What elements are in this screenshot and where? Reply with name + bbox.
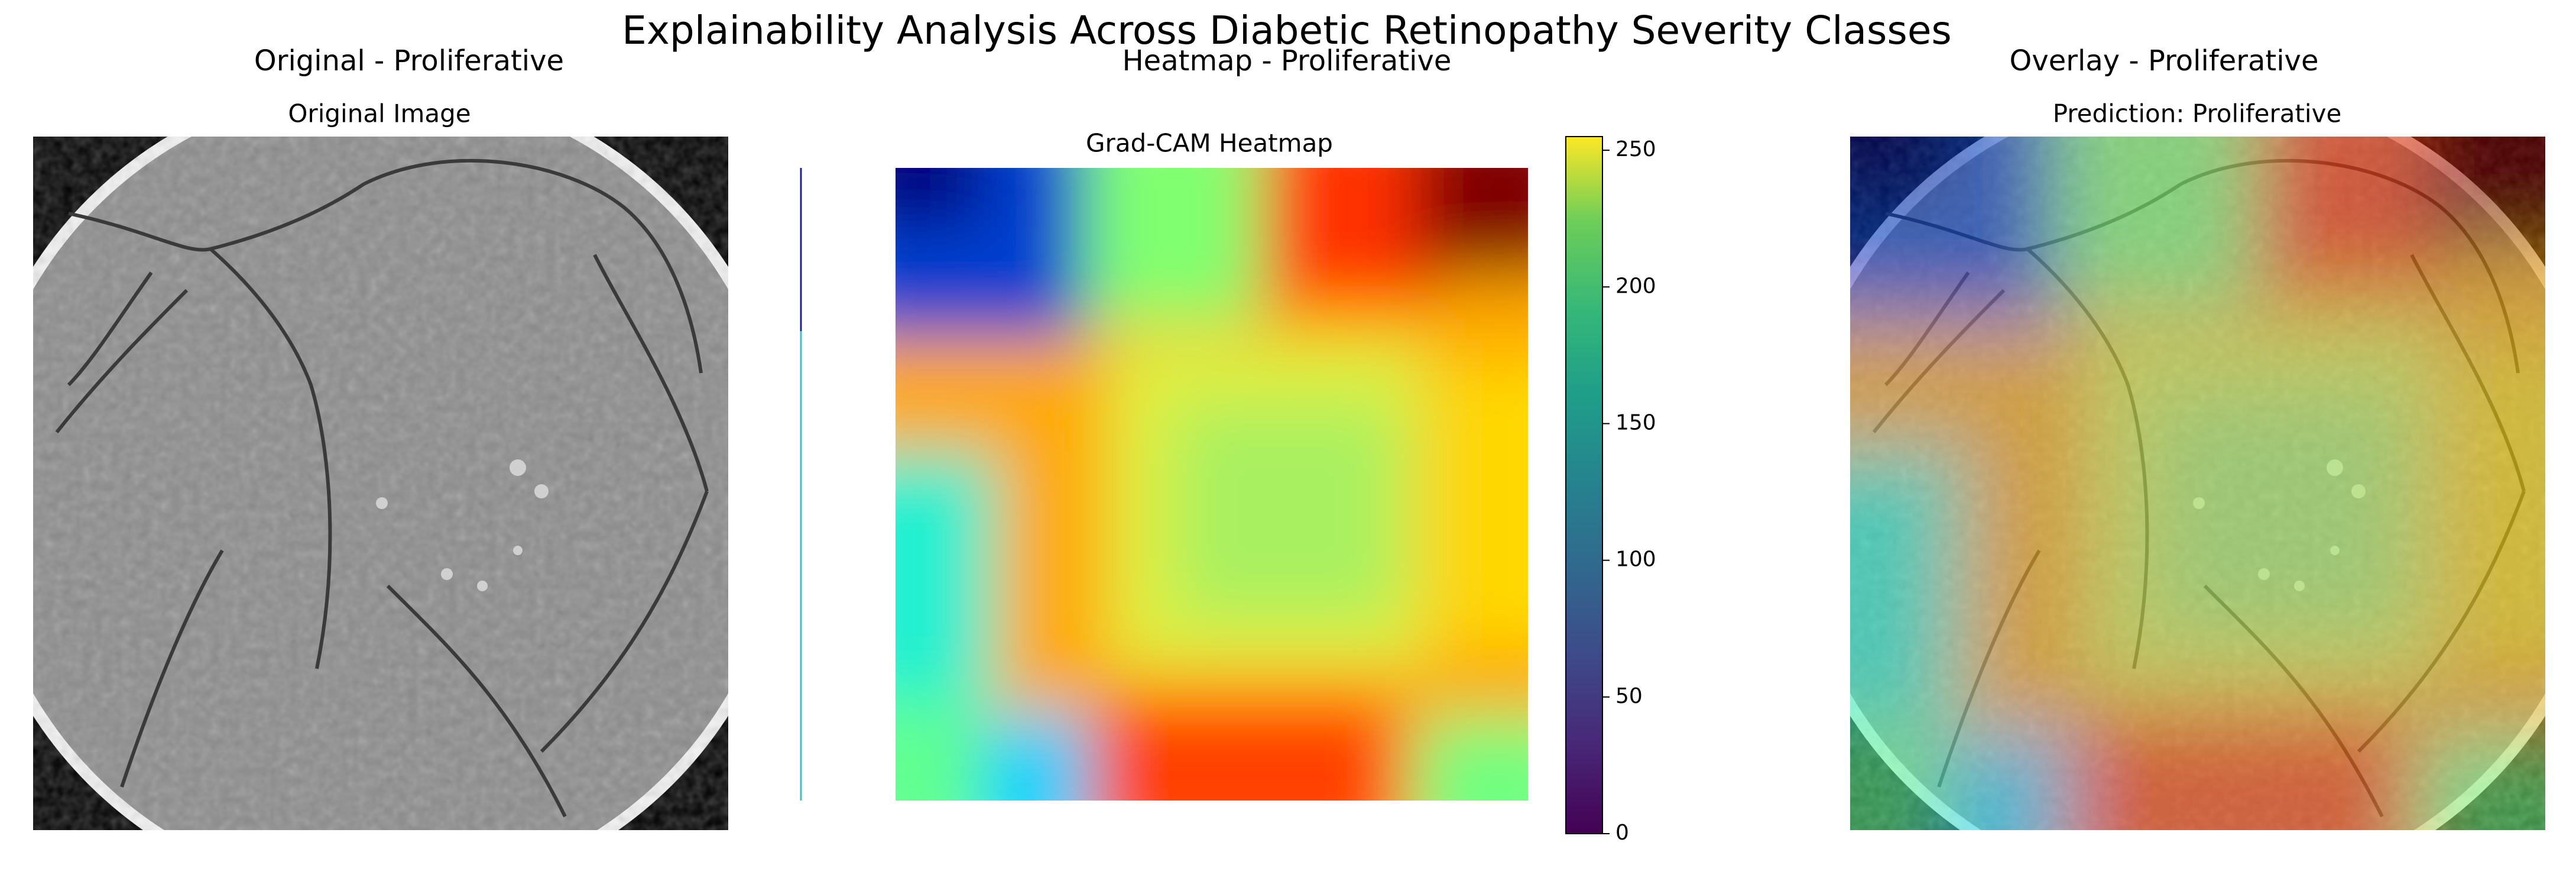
overlay-image: [1850, 137, 2545, 830]
colorbar-tick-label: 100: [1615, 547, 1656, 572]
figure-title: Explainability Analysis Across Diabetic …: [622, 8, 1952, 53]
panel-subtitle: Original Image: [288, 99, 471, 128]
colorbar-gradient: [1565, 136, 1603, 834]
panel-subtitle: Prediction: Proliferative: [2053, 99, 2342, 128]
panel-title: Original - Proliferative: [254, 44, 564, 77]
colorbar-tick-label: 200: [1615, 274, 1656, 298]
colorbar: 0 50 100 150 200 250: [1565, 136, 1656, 845]
colorbar-tick-label: 0: [1615, 821, 1629, 845]
panel-title: Overlay - Proliferative: [2010, 44, 2319, 77]
colorbar-tick-label: 150: [1615, 410, 1656, 435]
heatmap-image: [896, 168, 1528, 801]
panel-title: Heatmap - Proliferative: [1122, 44, 1452, 77]
colorbar-tick-label: 250: [1615, 137, 1656, 161]
panel-subtitle: Grad-CAM Heatmap: [1086, 129, 1333, 158]
colorbar-tick-label: 50: [1615, 684, 1643, 708]
original-image: [0, 77, 794, 878]
